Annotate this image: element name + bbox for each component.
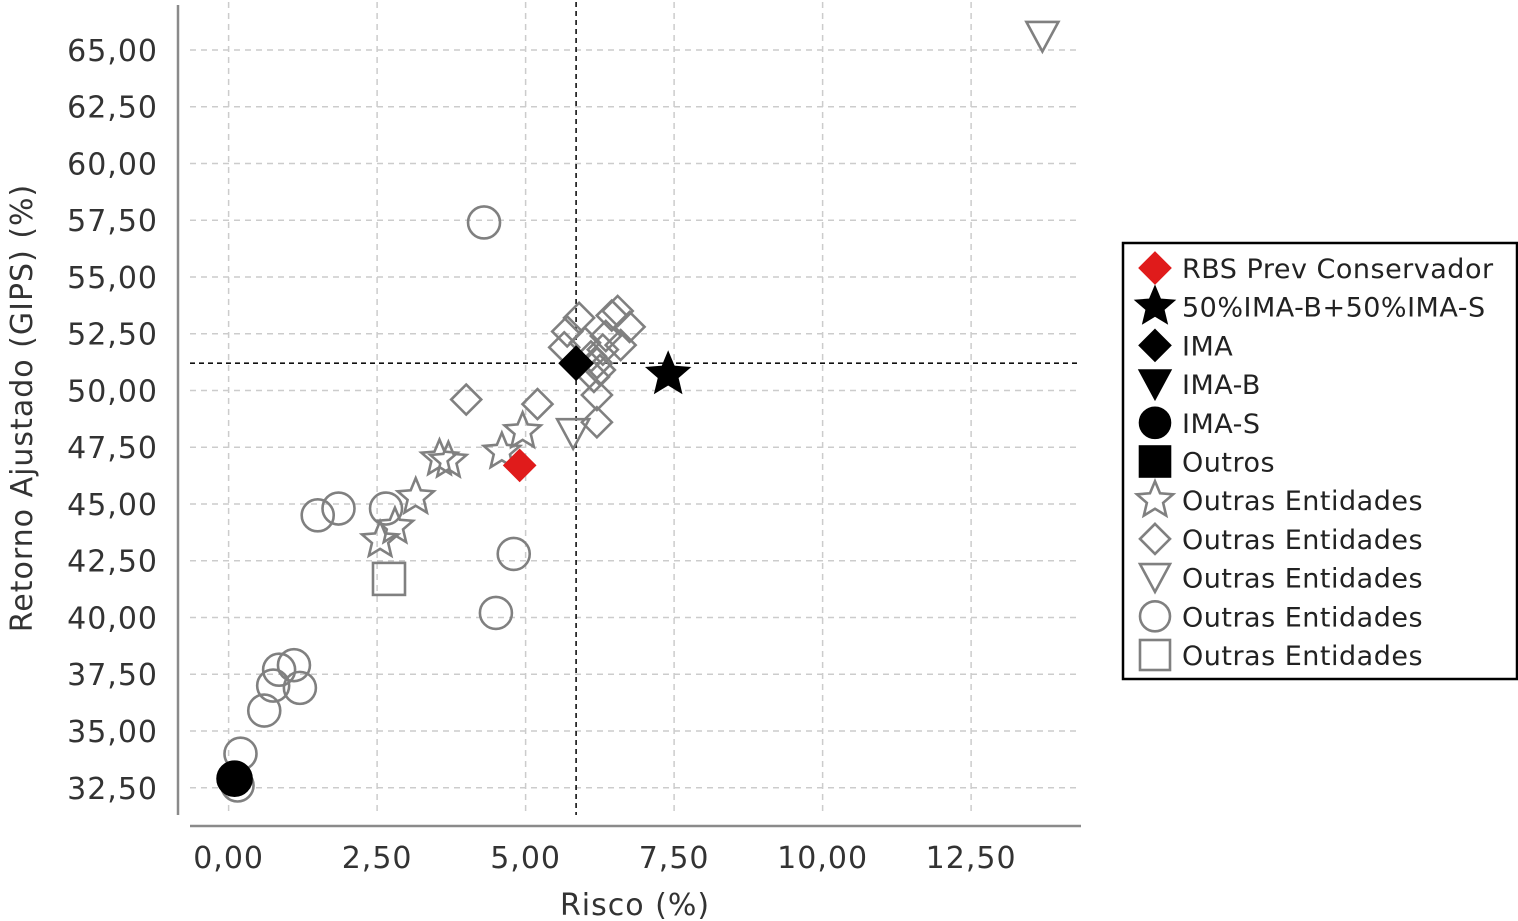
y-tick-label: 42,50: [67, 545, 158, 580]
data-point-triangle-down: [554, 417, 592, 452]
data-point-circle: [466, 205, 502, 240]
y-tick-label: 60,00: [67, 147, 158, 182]
legend-item: 50%IMA-B+50%IMA-S: [1133, 284, 1486, 325]
x-tick-label: 0,00: [193, 841, 264, 876]
y-tick-label: 62,50: [67, 91, 158, 126]
legend-marker-triangle-down-icon: [1137, 562, 1173, 595]
legend-item: IMA-S: [1138, 406, 1261, 440]
legend-items: RBS Prev Conservador 50%IMA-B+50%IMA-S IMA…: [1133, 251, 1494, 672]
data-point-star: [501, 408, 544, 450]
legend-label: Outras Entidades: [1182, 602, 1423, 633]
data-point-triangle-down: [1024, 20, 1061, 55]
legend-item: RBS Prev Conservador: [1138, 251, 1494, 285]
data-point-circle: [478, 595, 514, 631]
legend-marker-diamond-icon: [1138, 251, 1172, 285]
data-point-diamond: [558, 345, 594, 382]
data-point-star: [427, 438, 470, 479]
y-tick-label: 32,50: [67, 772, 158, 807]
data-point-circle: [368, 491, 404, 526]
legend-item: Outras Entidades: [1137, 562, 1423, 595]
y-tick-label: 50,00: [67, 374, 158, 409]
y-tick-label: 52,50: [67, 318, 158, 353]
y-tick-label: 37,50: [67, 658, 158, 693]
legend-marker-star-icon: [1133, 284, 1177, 325]
legend-item: Outras Entidades: [1138, 599, 1423, 633]
legend-label: IMA-B: [1182, 370, 1261, 401]
y-tick-label: 47,50: [67, 431, 158, 466]
data-point-star: [394, 474, 438, 516]
data-point-diamond: [550, 314, 585, 349]
data-point-circle: [321, 491, 356, 526]
x-tick-label: 10,00: [777, 841, 868, 876]
legend-marker-diamond-icon: [1138, 522, 1172, 556]
data-point-circle: [216, 760, 253, 797]
legend-label: Outras Entidades: [1182, 564, 1423, 595]
x-tick-label: 2,50: [342, 841, 413, 876]
data-point-diamond: [520, 387, 555, 421]
data-point-circle: [300, 498, 336, 533]
data-point-diamond: [612, 310, 647, 344]
legend-label: RBS Prev Conservador: [1182, 254, 1494, 285]
y-tick-label: 65,00: [67, 34, 158, 69]
legend: RBS Prev Conservador 50%IMA-B+50%IMA-S IMA…: [1121, 241, 1518, 681]
data-point-circle: [276, 647, 312, 683]
data-point-diamond: [600, 294, 635, 328]
legend-marker-circle-icon: [1138, 406, 1172, 440]
legend-box: [1121, 241, 1518, 681]
data-point-diamond: [580, 405, 614, 440]
legend-label: 50%IMA-B+50%IMA-S: [1182, 293, 1486, 324]
data-point-diamond: [580, 378, 614, 412]
data-point-star: [373, 504, 417, 545]
data-points: [216, 20, 1061, 803]
legend-label: Outros: [1182, 448, 1275, 479]
y-tick-label: 45,00: [67, 488, 158, 523]
legend-label: IMA: [1182, 331, 1233, 362]
axes: [176, 5, 1081, 828]
data-point-diamond: [502, 448, 537, 483]
data-point-diamond: [588, 319, 623, 353]
y-tick-label: 40,00: [67, 601, 158, 636]
data-point-star: [644, 350, 692, 395]
y-tick-label: 57,50: [67, 204, 158, 239]
legend-item: Outras Entidades: [1138, 638, 1423, 672]
legend-marker-triangle-down-icon: [1137, 369, 1173, 402]
legend-marker-square-icon: [1138, 445, 1172, 478]
legend-label: Outras Entidades: [1182, 525, 1423, 556]
x-tick-labels: 0,00 2,50 5,00 7,50 10,00 12,50: [193, 841, 1017, 876]
data-point-circle: [255, 668, 291, 703]
legend-marker-diamond-icon: [1138, 328, 1172, 363]
grid: [190, 2, 1081, 815]
y-tick-labels: 32,50 35,00 37,50 40,00 42,50 45,00 47,50 50,00…: [67, 34, 158, 807]
x-tick-label: 5,00: [490, 841, 561, 876]
data-point-diamond: [449, 382, 484, 417]
data-point-circle: [261, 652, 297, 688]
data-point-star: [358, 517, 402, 559]
legend-item: Outras Entidades: [1133, 477, 1423, 519]
reference-lines: [190, 2, 1081, 815]
legend-item: Outros: [1138, 445, 1275, 479]
legend-label: Outras Entidades: [1182, 641, 1423, 672]
legend-marker-circle-icon: [1138, 599, 1172, 633]
legend-marker-star-icon: [1133, 477, 1177, 519]
y-axis-title: Retorno Ajustado (GIPS) (%): [5, 184, 40, 632]
x-axis-title: Risco (%): [560, 888, 710, 921]
x-tick-label: 12,50: [926, 841, 1017, 876]
data-point-circle: [246, 693, 282, 728]
y-tick-label: 55,00: [67, 261, 158, 296]
data-point-circle: [282, 670, 318, 706]
x-tick-label: 7,50: [639, 841, 710, 876]
data-point-square: [371, 561, 407, 597]
legend-label: Outras Entidades: [1182, 486, 1423, 517]
legend-item: IMA-B: [1137, 369, 1261, 402]
legend-item: IMA: [1138, 328, 1233, 363]
data-point-circle: [496, 536, 532, 572]
legend-label: IMA-S: [1182, 409, 1261, 440]
y-tick-label: 35,00: [67, 715, 158, 750]
legend-marker-square-icon: [1138, 638, 1172, 672]
legend-item: Outras Entidades: [1138, 522, 1423, 556]
